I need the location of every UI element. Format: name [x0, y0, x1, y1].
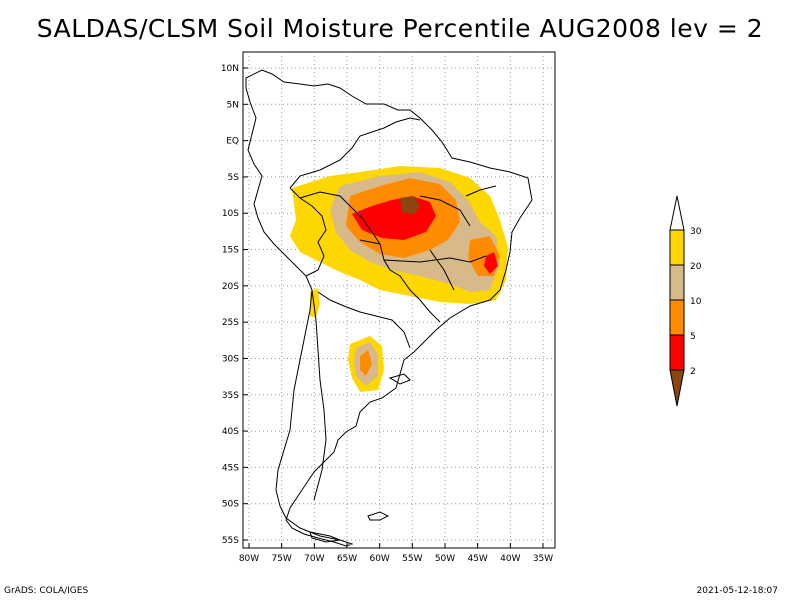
lat-axis-labels: 10N 5N EQ 5S 10S 15S 20S 25S 30S 35S 40S 45S 50S 55S — [221, 64, 239, 546]
border-brazil-west — [299, 191, 441, 323]
shading-orange-argentina — [360, 350, 372, 376]
border-chile — [311, 289, 327, 501]
lat-tick-label: 5S — [228, 173, 240, 183]
coastlines — [245, 69, 533, 547]
colorbar-label-30: 30 — [690, 227, 702, 237]
colorbar-bin-2-5 — [669, 334, 685, 371]
lat-tick-label: 45S — [222, 463, 239, 473]
colorbar-label-20: 20 — [690, 262, 702, 272]
lat-tick-label: 50S — [222, 500, 239, 510]
lon-tick-label: 65W — [337, 554, 357, 564]
colorbar-label-10: 10 — [690, 297, 702, 307]
lat-tick-label: 30S — [222, 354, 239, 364]
colorbar-legend: 30 20 10 5 2 — [669, 195, 702, 407]
lat-tick-label: 55S — [222, 536, 239, 546]
border-brazil-states — [359, 185, 497, 291]
border-brazil-north — [289, 117, 421, 189]
falklands — [367, 511, 390, 521]
lat-tick-label: 25S — [222, 318, 239, 328]
map-title: SALDAS/CLSM Soil Moisture Percentile AUG… — [36, 14, 764, 43]
shading-brown-core — [400, 196, 420, 214]
colorbar-top-arrow — [669, 195, 685, 231]
colorbar-bottom-arrow — [669, 369, 685, 407]
colorbar-bin-5-10 — [669, 299, 685, 336]
lon-tick-label: 55W — [402, 554, 422, 564]
lon-tick-label: 50W — [435, 554, 455, 564]
lat-tick-label: 15S — [222, 246, 239, 256]
colorbar-label-5: 5 — [690, 332, 696, 342]
map-frame — [242, 51, 556, 549]
lat-tick-label: EQ — [226, 137, 239, 147]
tierra-del-fuego — [309, 531, 342, 543]
footer-timestamp: 2021-05-12-18:07 — [696, 586, 779, 596]
lon-tick-label: 60W — [369, 554, 389, 564]
lon-axis-labels: 80W 75W 70W 65W 60W 55W 50W 45W 40W 35W — [239, 554, 553, 564]
shading-red-east — [484, 252, 498, 274]
lon-tick-label: 70W — [304, 554, 324, 564]
lon-tick-label: 40W — [500, 554, 520, 564]
lat-tick-label: 35S — [222, 391, 239, 401]
lon-tick-label: 75W — [271, 554, 291, 564]
colorbar-bin-10-20 — [669, 264, 685, 301]
south-america-outline — [245, 69, 533, 547]
lat-tick-label: 40S — [222, 427, 239, 437]
lat-tick-label: 20S — [222, 282, 239, 292]
lat-tick-label: 5N — [227, 100, 239, 110]
lat-tick-label: 10N — [221, 64, 239, 74]
colorbar-label-2: 2 — [690, 367, 696, 377]
uruguay-coast — [388, 373, 411, 385]
lon-tick-label: 35W — [533, 554, 553, 564]
lon-tick-label: 45W — [467, 554, 487, 564]
footer-credit: GrADS: COLA/IGES — [4, 586, 89, 596]
lon-tick-label: 80W — [239, 554, 259, 564]
lat-tick-label: 10S — [222, 209, 239, 219]
border-andes — [289, 187, 327, 277]
colorbar-bin-20-30 — [669, 229, 685, 266]
border-argentina — [317, 291, 411, 349]
